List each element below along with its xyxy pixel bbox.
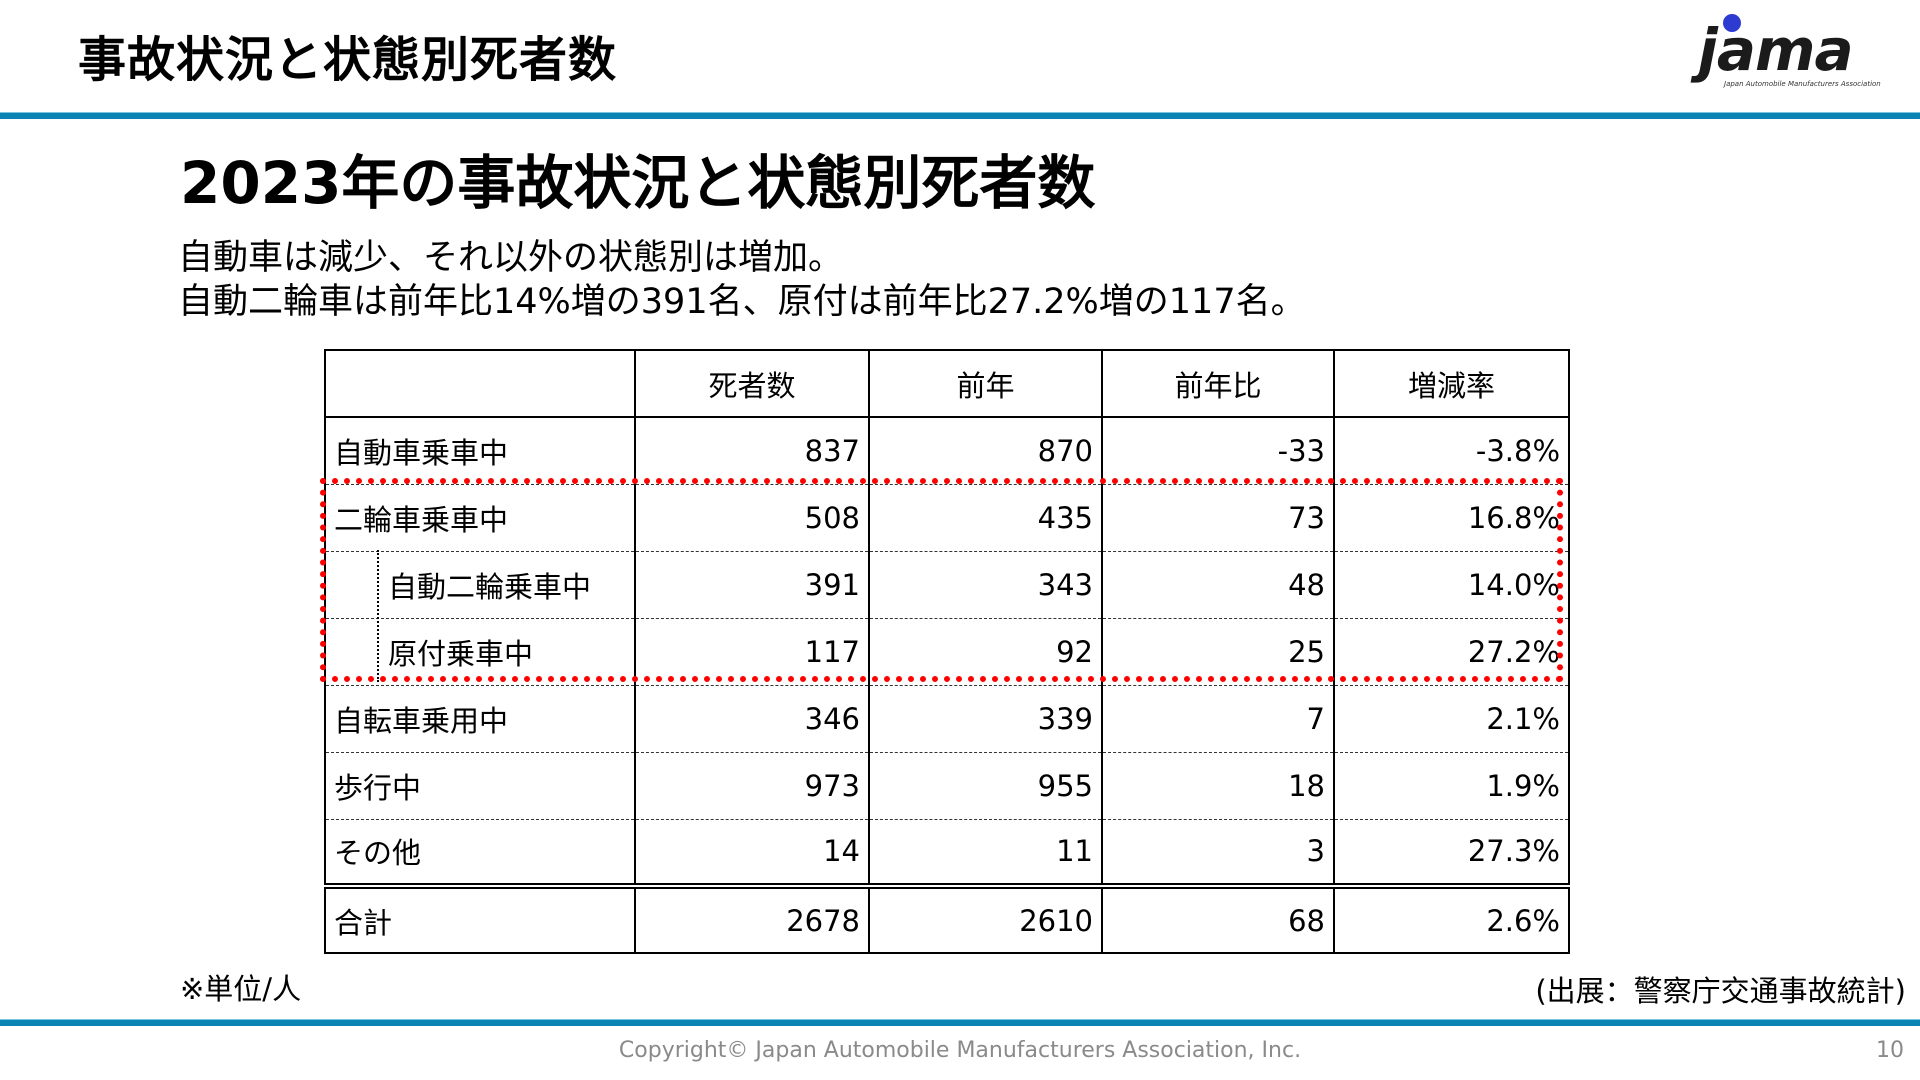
- table-header-row: 死者数 前年 前年比 増減率: [324, 349, 1570, 418]
- row-label: 歩行中: [324, 752, 636, 820]
- deaths-cell: 508: [634, 484, 870, 552]
- subtitle-line-2: 自動二輪車は前年比14%増の391名、原付は前年比27.2%増の117名。: [178, 282, 1306, 322]
- deaths-cell: 2678: [634, 883, 870, 954]
- row-label: その他: [324, 819, 636, 886]
- logo-subtitle: Japan Automobile Manufacturers Associati…: [1724, 80, 1881, 88]
- diff-cell: 18: [1101, 752, 1335, 820]
- deaths-cell: 117: [634, 618, 870, 686]
- rate-cell: 16.8%: [1333, 484, 1570, 552]
- deaths-cell: 837: [634, 416, 870, 485]
- diff-cell: -33: [1101, 416, 1335, 485]
- prev-year-cell: 435: [868, 484, 1103, 552]
- row-label: 原付乗車中: [324, 618, 636, 686]
- table-row: 自動二輪乗車中 391 343 48 14.0%: [324, 551, 1570, 619]
- fatalities-table: 死者数 前年 前年比 増減率 自動車乗車中 837 870 -33 -3.8% …: [324, 349, 1570, 954]
- sub-category-indent-line: [377, 550, 379, 682]
- page-number: 10: [1876, 1038, 1904, 1063]
- prev-year-cell: 343: [868, 551, 1103, 619]
- rate-cell: 14.0%: [1333, 551, 1570, 619]
- footer-divider: [0, 1019, 1920, 1026]
- column-header-diff: 前年比: [1101, 349, 1335, 418]
- rate-cell: 2.6%: [1333, 883, 1570, 954]
- table-row: 自動車乗車中 837 870 -33 -3.8%: [324, 416, 1570, 485]
- table-row: 自転車乗用中 346 339 7 2.1%: [324, 685, 1570, 753]
- deaths-cell: 14: [634, 819, 870, 886]
- subtitle-line-1: 自動車は減少、それ以外の状態別は増加。: [178, 238, 844, 278]
- prev-year-cell: 11: [868, 819, 1103, 886]
- table-row: その他 14 11 3 27.3%: [324, 819, 1570, 886]
- deaths-cell: 391: [634, 551, 870, 619]
- logo-dot-icon: [1723, 14, 1741, 32]
- diff-cell: 3: [1101, 819, 1335, 886]
- source-note: (出展：警察庁交通事故統計): [1535, 974, 1906, 1008]
- rate-cell: 27.3%: [1333, 819, 1570, 886]
- table-row: 原付乗車中 117 92 25 27.2%: [324, 618, 1570, 686]
- diff-cell: 73: [1101, 484, 1335, 552]
- rate-cell: 27.2%: [1333, 618, 1570, 686]
- prev-year-cell: 870: [868, 416, 1103, 485]
- logo-wordmark: jama: [1698, 16, 1854, 84]
- table-row: 歩行中 973 955 18 1.9%: [324, 752, 1570, 820]
- diff-cell: 25: [1101, 618, 1335, 686]
- column-header-prev-year: 前年: [868, 349, 1103, 418]
- column-header-deaths: 死者数: [634, 349, 870, 418]
- diff-cell: 48: [1101, 551, 1335, 619]
- rate-cell: 1.9%: [1333, 752, 1570, 820]
- deaths-cell: 346: [634, 685, 870, 753]
- row-label: 合計: [324, 883, 636, 954]
- row-label: 自動車乗車中: [324, 416, 636, 485]
- header-divider: [0, 112, 1920, 119]
- prev-year-cell: 339: [868, 685, 1103, 753]
- rate-cell: 2.1%: [1333, 685, 1570, 753]
- table-total-row: 合計 2678 2610 68 2.6%: [324, 883, 1570, 954]
- deaths-cell: 973: [634, 752, 870, 820]
- table-row: 二輪車乗車中 508 435 73 16.8%: [324, 484, 1570, 552]
- prev-year-cell: 2610: [868, 883, 1103, 954]
- copyright-text: Copyright© Japan Automobile Manufacturer…: [618, 1038, 1302, 1063]
- column-header-rate: 増減率: [1333, 349, 1570, 418]
- prev-year-cell: 955: [868, 752, 1103, 820]
- column-header-label: [324, 349, 636, 418]
- page-title: 2023年の事故状況と状態別死者数: [180, 149, 1096, 217]
- diff-cell: 7: [1101, 685, 1335, 753]
- unit-note: ※単位/人: [180, 972, 302, 1006]
- rate-cell: -3.8%: [1333, 416, 1570, 485]
- prev-year-cell: 92: [868, 618, 1103, 686]
- row-label: 二輪車乗車中: [324, 484, 636, 552]
- row-label: 自転車乗用中: [324, 685, 636, 753]
- jama-logo: jama Japan Automobile Manufacturers Asso…: [1690, 10, 1890, 92]
- slide-header-title: 事故状況と状態別死者数: [78, 32, 618, 88]
- row-label: 自動二輪乗車中: [324, 551, 636, 619]
- diff-cell: 68: [1101, 883, 1335, 954]
